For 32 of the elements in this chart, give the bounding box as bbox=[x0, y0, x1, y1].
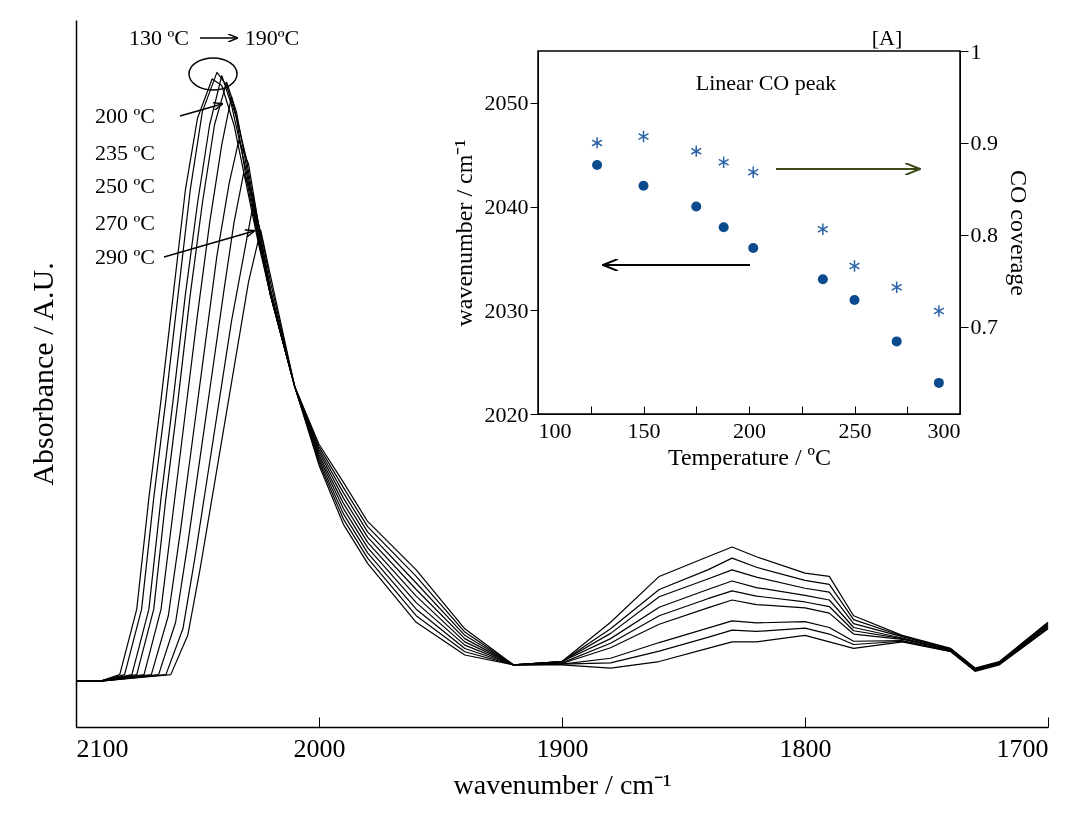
x-tick-label: 150 bbox=[627, 417, 661, 443]
x-tick-label: 1700 bbox=[996, 733, 1049, 763]
annotation: 290 ºC bbox=[95, 244, 155, 269]
annotation: 235 ºC bbox=[95, 140, 155, 165]
y2-axis-title: CO coverage bbox=[1006, 170, 1032, 296]
annotation: Linear CO peak bbox=[695, 70, 837, 95]
y-tick-label: 2020 bbox=[484, 401, 529, 427]
x-tick-label: 2000 bbox=[293, 733, 346, 763]
y-axis-title: wavenumber / cm⁻¹ bbox=[450, 139, 477, 327]
x-tick-label: 1800 bbox=[779, 733, 832, 763]
x-axis-title: Temperature / ºC bbox=[667, 443, 832, 470]
y2-tick-label: 0.8 bbox=[970, 222, 998, 248]
annotation: 270 ºC bbox=[95, 210, 155, 235]
text: [A] bbox=[871, 25, 903, 50]
annotation: 250 ºC bbox=[95, 173, 155, 198]
annotation: 200 ºC bbox=[95, 103, 155, 128]
text: 190ºC bbox=[244, 25, 300, 50]
y2-tick-label: 1 bbox=[970, 38, 982, 64]
x-tick-label: 200 bbox=[733, 417, 766, 443]
y-tick-label: 2040 bbox=[484, 194, 529, 220]
y-tick-label: 2030 bbox=[484, 297, 529, 323]
x-tick-label: 300 bbox=[927, 417, 961, 443]
y2-tick-label: 0.7 bbox=[970, 314, 998, 340]
y-tick-label: 2050 bbox=[484, 90, 529, 116]
x-axis-title: wavenumber / cm⁻¹ bbox=[453, 768, 672, 800]
x-tick-label: 1900 bbox=[536, 733, 589, 763]
x-tick-label: 250 bbox=[838, 417, 872, 443]
y2-tick-label: 0.9 bbox=[970, 130, 998, 156]
text: 130 ºC bbox=[129, 25, 189, 50]
x-tick-label: 100 bbox=[538, 417, 572, 443]
y-axis-title: Absorbance / A.U. bbox=[25, 262, 59, 486]
x-tick-label: 2100 bbox=[76, 733, 129, 763]
